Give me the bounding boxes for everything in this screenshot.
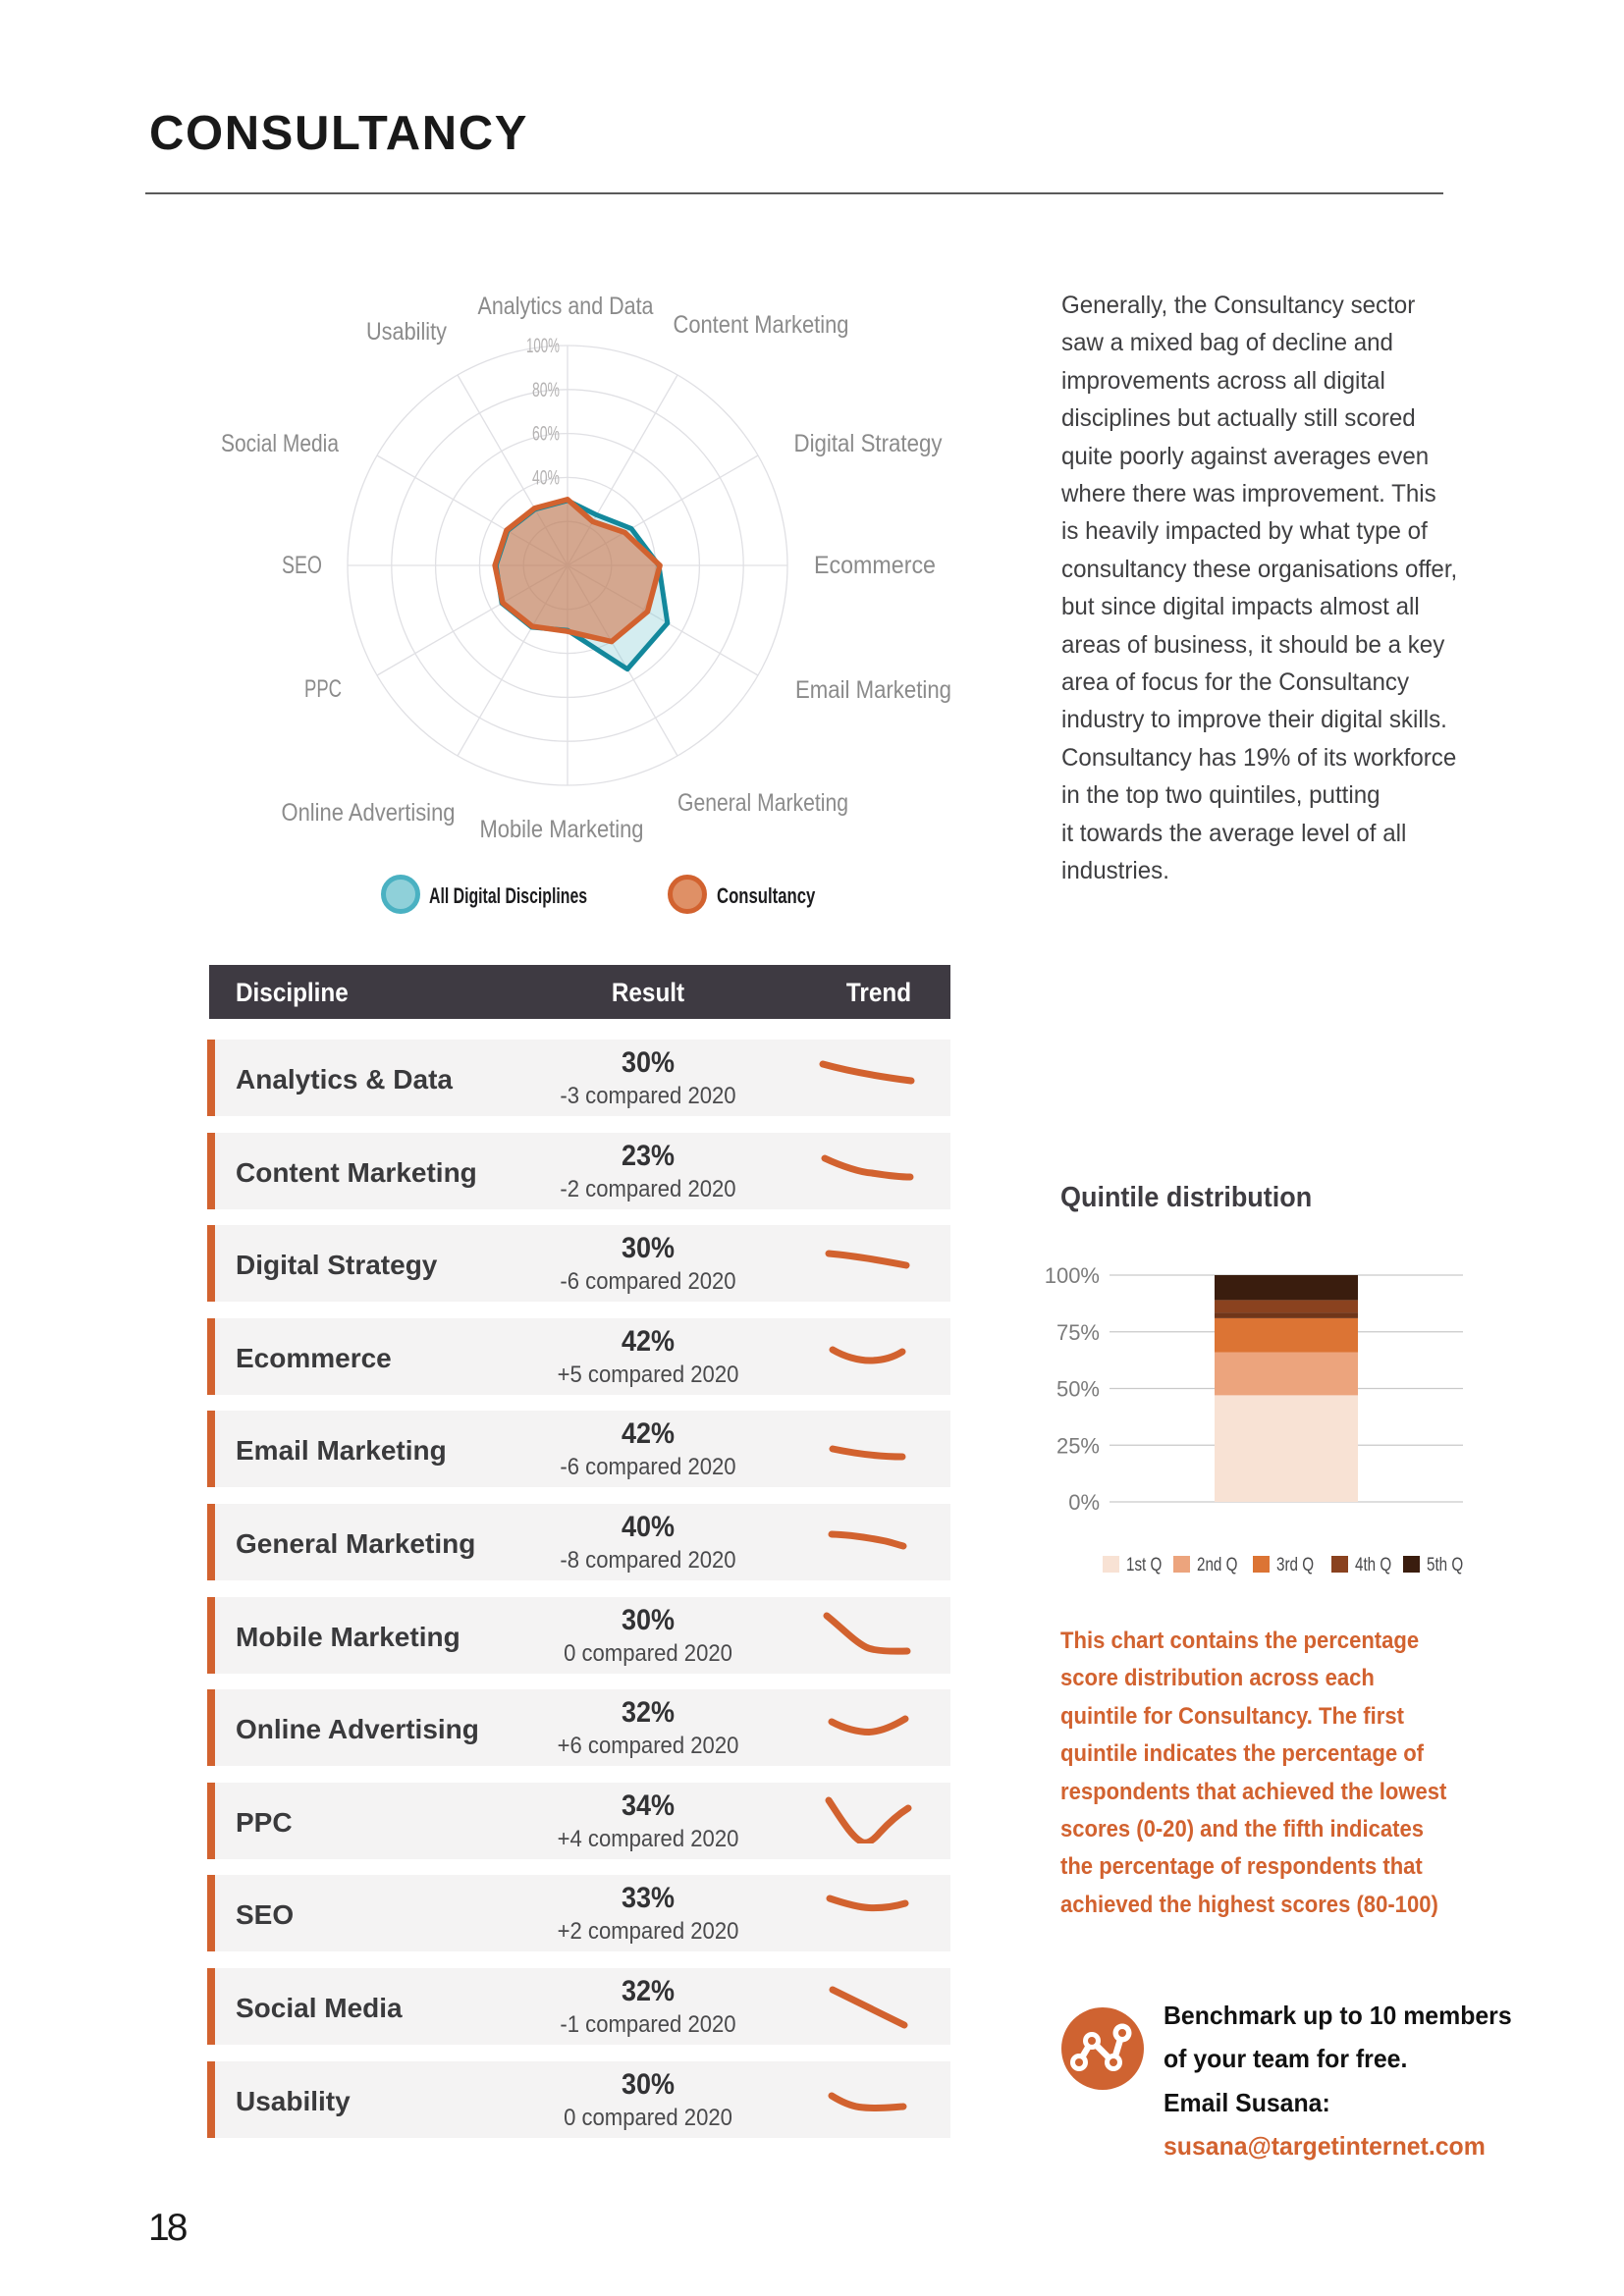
svg-text:25%: 25% bbox=[1056, 1433, 1100, 1458]
svg-text:Usability: Usability bbox=[366, 318, 447, 346]
svg-text:Social Media: Social Media bbox=[221, 430, 339, 457]
svg-text:Online Advertising: Online Advertising bbox=[282, 799, 456, 827]
svg-text:Ecommerce: Ecommerce bbox=[814, 552, 936, 579]
svg-text:0%: 0% bbox=[1068, 1490, 1100, 1515]
svg-text:PPC: PPC bbox=[304, 675, 342, 703]
svg-text:50%: 50% bbox=[1056, 1377, 1100, 1402]
svg-text:100%: 100% bbox=[526, 335, 560, 357]
svg-text:Mobile Marketing: Mobile Marketing bbox=[480, 816, 644, 843]
svg-text:Email Marketing: Email Marketing bbox=[795, 676, 951, 704]
svg-text:Digital Strategy: Digital Strategy bbox=[794, 430, 943, 457]
svg-text:General Marketing: General Marketing bbox=[677, 789, 848, 817]
svg-text:80%: 80% bbox=[532, 379, 560, 401]
svg-text:75%: 75% bbox=[1056, 1320, 1100, 1345]
svg-text:Analytics and Data: Analytics and Data bbox=[478, 293, 654, 320]
svg-text:SEO: SEO bbox=[282, 552, 322, 579]
svg-text:60%: 60% bbox=[532, 423, 560, 446]
svg-text:Content Marketing: Content Marketing bbox=[674, 311, 849, 339]
svg-text:100%: 100% bbox=[1045, 1263, 1100, 1288]
svg-text:40%: 40% bbox=[532, 466, 560, 489]
